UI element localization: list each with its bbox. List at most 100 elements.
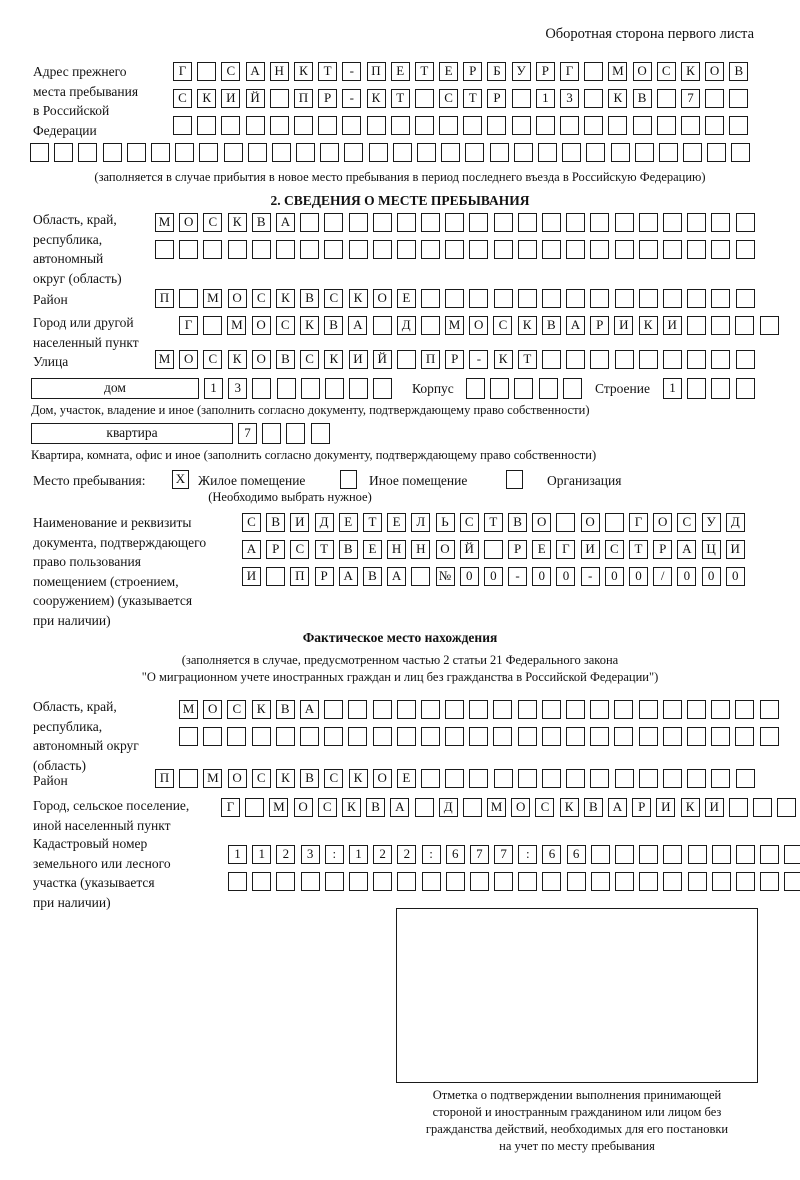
section2-district-row-cell-11[interactable]: Е (396, 289, 416, 308)
prev-address-row-3[interactable] (173, 116, 749, 135)
section3-city-row-cell-19[interactable]: И (656, 798, 676, 817)
section2-region-row-1-cell-5[interactable]: В (251, 213, 271, 232)
doc-row-3-cell-19[interactable]: 0 (677, 567, 697, 586)
prev-address-row-1-cell-22[interactable]: К (680, 62, 700, 81)
korpus-cells-cell-3[interactable] (514, 378, 534, 399)
doc-row-2-cell-15[interactable]: И (580, 540, 600, 559)
prev-address-row-3-cell-10[interactable] (390, 116, 410, 135)
section2-city-row-cell-4[interactable]: О (251, 316, 271, 335)
section3-region-row-2-cell-23[interactable] (711, 727, 731, 746)
prev-address-row-1-cell-8[interactable]: - (342, 62, 362, 81)
prev-address-row-1-cell-3[interactable]: С (221, 62, 241, 81)
section2-city-row-cell-8[interactable]: А (348, 316, 368, 335)
cadastral-row-1-cell-16[interactable] (590, 845, 610, 864)
doc-row-2-cell-14[interactable]: Г (556, 540, 576, 559)
section3-region-row-2-cell-9[interactable] (372, 727, 392, 746)
prev-address-row-3-cell-14[interactable] (487, 116, 507, 135)
section3-region-row-1-cell-17[interactable] (566, 700, 585, 719)
section3-region-row-2-cell-25[interactable] (759, 727, 779, 746)
doc-row-2-cell-16[interactable]: С (604, 540, 624, 559)
doc-row-2-cell-2[interactable]: Р (266, 540, 286, 559)
section2-district-row-cell-1[interactable]: П (155, 289, 174, 308)
prev-address-row-3-cell-24[interactable] (729, 116, 749, 135)
doc-row-3-cell-12[interactable]: - (508, 567, 528, 586)
doc-row-1-cell-8[interactable]: Л (411, 513, 431, 532)
section3-region-row-2-cell-22[interactable] (686, 727, 706, 746)
cadastral-row-1-cell-14[interactable]: 6 (542, 845, 562, 864)
section3-region-row-2-cell-15[interactable] (517, 727, 537, 746)
section3-region-row-2-cell-2[interactable] (203, 727, 223, 746)
cadastral-row-1-cell-23[interactable] (760, 845, 780, 864)
doc-row-1-cell-12[interactable]: В (508, 513, 528, 532)
section2-city-row-cell-19[interactable]: И (614, 316, 634, 335)
doc-row-3-cell-13[interactable]: 0 (532, 567, 552, 586)
section3-region-row-1-cell-23[interactable] (711, 700, 731, 719)
doc-row-1-cell-2[interactable]: В (266, 513, 286, 532)
cadastral-row-1-cell-2[interactable]: 1 (252, 845, 272, 864)
doc-row-2-cell-5[interactable]: В (338, 540, 358, 559)
doc-row-1-cell-16[interactable] (604, 513, 624, 532)
house-number-cells-cell-2[interactable]: 3 (228, 378, 248, 399)
section2-street-row-cell-16[interactable]: Т (517, 350, 537, 369)
doc-row-2-cell-13[interactable]: Е (532, 540, 552, 559)
section3-region-row-2-cell-17[interactable] (566, 727, 585, 746)
korpus-cells-cell-5[interactable] (562, 378, 582, 399)
doc-row-1-cell-4[interactable]: Д (314, 513, 334, 532)
section3-region-row-1-cell-20[interactable] (638, 700, 658, 719)
section3-region-row-2-cell-21[interactable] (662, 727, 682, 746)
doc-row-1-cell-17[interactable]: Г (629, 513, 648, 532)
section2-region-row-1-cell-22[interactable] (662, 213, 682, 232)
section3-district-row-cell-12[interactable] (421, 769, 441, 788)
house-number-cells-cell-4[interactable] (276, 378, 296, 399)
section2-street-row-cell-19[interactable] (590, 350, 610, 369)
prev-address-row-2-cell-8[interactable]: - (342, 89, 362, 108)
flat-number-cells-cell-4[interactable] (310, 423, 330, 444)
cadastral-row-1-cell-13[interactable]: : (518, 845, 538, 864)
prev-address-row-3-cell-4[interactable] (245, 116, 265, 135)
section3-region-row-2-cell-14[interactable] (493, 727, 513, 746)
section2-district-row-cell-7[interactable]: В (300, 289, 320, 308)
section3-region-row-2-cell-5[interactable] (275, 727, 295, 746)
section3-city-row-cell-23[interactable] (753, 798, 773, 817)
doc-row-3-cell-21[interactable]: 0 (725, 567, 745, 586)
doc-row-3-cell-16[interactable]: 0 (604, 567, 624, 586)
cadastral-row-1-cell-15[interactable]: 6 (566, 845, 586, 864)
prev-address-row-1-cell-13[interactable]: Р (463, 62, 483, 81)
doc-row-2-cell-17[interactable]: Т (629, 540, 648, 559)
prev-address-row-4-cell-16[interactable] (392, 143, 412, 162)
doc-row-1-cell-19[interactable]: С (677, 513, 697, 532)
prev-address-row-4-cell-18[interactable] (441, 143, 461, 162)
prev-address-row-3-cell-22[interactable] (680, 116, 700, 135)
section3-city-row-cell-20[interactable]: К (680, 798, 700, 817)
doc-row-2-cell-10[interactable]: Й (459, 540, 479, 559)
flat-number-cells-cell-3[interactable] (286, 423, 306, 444)
section3-district-row-cell-17[interactable] (542, 769, 561, 788)
section2-street-row-cell-8[interactable]: К (324, 350, 344, 369)
prev-address-row-2-cell-19[interactable]: К (608, 89, 628, 108)
section2-region-row-2-cell-16[interactable] (517, 240, 537, 259)
prev-address-row-4-cell-13[interactable] (320, 143, 340, 162)
section2-street-row-cell-24[interactable] (711, 350, 731, 369)
section2-district-row-cell-9[interactable]: К (348, 289, 368, 308)
section2-region-row-2-cell-8[interactable] (324, 240, 344, 259)
doc-row-3-cell-1[interactable]: И (242, 567, 261, 586)
prev-address-row-4-cell-12[interactable] (296, 143, 316, 162)
prev-address-row-1-cell-2[interactable] (197, 62, 217, 81)
doc-row-1-cell-11[interactable]: Т (483, 513, 503, 532)
prev-address-row-2-cell-16[interactable]: 1 (535, 89, 555, 108)
section2-region-row-2-cell-25[interactable] (735, 240, 755, 259)
cadastral-row-1-cell-9[interactable]: : (421, 845, 441, 864)
cadastral-row-2-cell-15[interactable] (566, 872, 586, 891)
prev-address-row-2-cell-18[interactable] (584, 89, 604, 108)
section2-region-row-2-cell-7[interactable] (300, 240, 320, 259)
prev-address-row-2-cell-1[interactable]: С (173, 89, 192, 108)
doc-row-3-cell-3[interactable]: П (290, 567, 310, 586)
prev-address-row-3-cell-8[interactable] (342, 116, 362, 135)
section2-region-row-2-cell-5[interactable] (251, 240, 271, 259)
section2-region-row-2-cell-13[interactable] (445, 240, 465, 259)
prev-address-row-1-cell-1[interactable]: Г (173, 62, 192, 81)
prev-address-row-1-cell-21[interactable]: С (656, 62, 676, 81)
